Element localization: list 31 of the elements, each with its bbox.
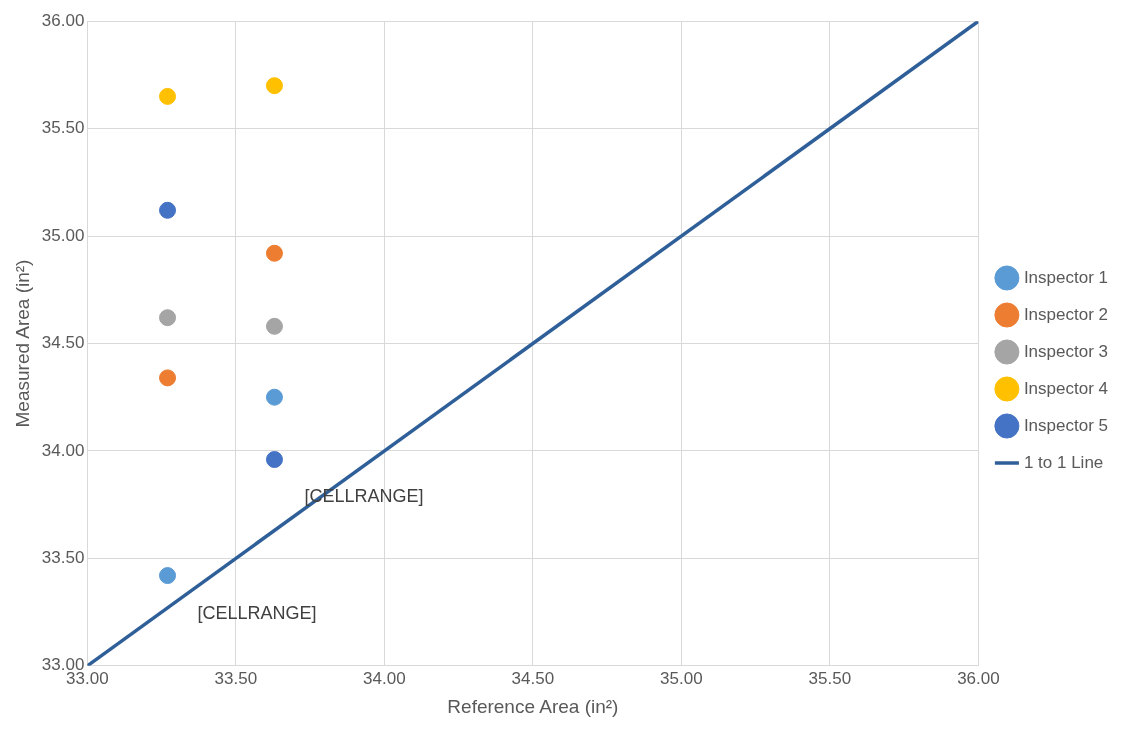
x-tick-label: 33.50 (214, 668, 258, 688)
x-tick-label: 35.00 (660, 668, 703, 688)
x-tick-label: 35.50 (808, 668, 852, 688)
point (159, 201, 177, 219)
y-tick-label: 34.00 (41, 440, 85, 460)
y-axis-title: Measured Area (in²) (11, 259, 33, 428)
point (159, 87, 177, 105)
point (159, 369, 177, 387)
legend-label: Inspector 1 (1023, 267, 1109, 287)
legend-label: 1 to 1 Line (1023, 452, 1104, 472)
legend-label: Inspector 2 (1023, 304, 1109, 324)
point (265, 388, 283, 406)
legend-label: Inspector 5 (1023, 415, 1109, 435)
legend-label: Inspector 4 (1023, 378, 1109, 398)
x-axis-title: Reference Area (in²) (447, 695, 619, 717)
point (159, 567, 177, 585)
point (265, 317, 283, 335)
y-tick-label: 36.00 (41, 10, 85, 30)
y-tick-label: 35.50 (41, 118, 85, 138)
x-tick-label: 34.50 (511, 668, 555, 688)
x-tick-label: 36.00 (957, 668, 1000, 688)
legend-label: Inspector 3 (1023, 341, 1109, 361)
point (159, 309, 177, 327)
y-tick-label: 34.50 (41, 333, 85, 353)
annotation: [CELLRANGE] (197, 602, 317, 623)
point (265, 244, 283, 262)
y-tick-label: 33.50 (41, 548, 85, 568)
point (265, 451, 283, 469)
y-tick-label: 35.00 (41, 225, 85, 245)
point (265, 77, 283, 95)
x-tick-label: 34.00 (363, 668, 406, 688)
